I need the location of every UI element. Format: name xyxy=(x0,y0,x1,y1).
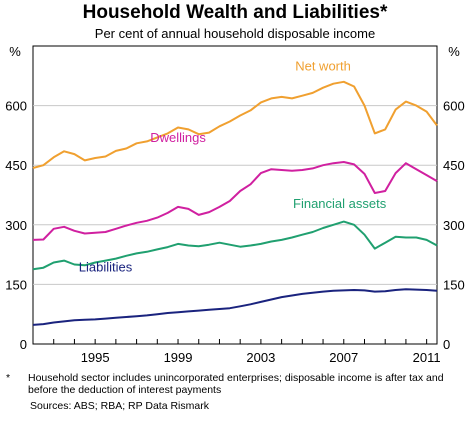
chart-subtitle: Per cent of annual household disposable … xyxy=(94,26,376,41)
grid-lines xyxy=(33,105,437,285)
footnote-text: Household sector includes unincorporated… xyxy=(28,372,444,396)
y-tick-label-right: 600 xyxy=(443,99,465,114)
x-tick-label: 1999 xyxy=(164,350,193,365)
x-tick-label: 2003 xyxy=(246,350,275,365)
y-unit-left: % xyxy=(9,44,21,59)
y-tick-label-right: 0 xyxy=(443,337,450,352)
chart-title: Household Wealth and Liabilities* xyxy=(82,2,388,23)
y-unit-right: % xyxy=(448,44,460,59)
series-label-net-worth: Net worth xyxy=(295,59,351,74)
y-tick-label-left: 450 xyxy=(5,158,27,173)
x-tick-label: 2011 xyxy=(413,350,441,365)
footnote-marker: * xyxy=(6,372,11,384)
series-label-financial-assets: Financial assets xyxy=(293,196,387,211)
series-label-liabilities: Liabilities xyxy=(79,260,133,275)
series-labels: Net worth Dwellings Financial assets Liabil… xyxy=(79,59,387,275)
y-tick-label-right: 450 xyxy=(443,158,465,173)
series-line-liabilities xyxy=(32,288,438,326)
x-tick-label: 2007 xyxy=(329,350,358,365)
series-line-financial-assets xyxy=(32,220,438,271)
y-tick-label-left: 150 xyxy=(5,277,27,292)
series-line-net-worth xyxy=(32,80,438,169)
series-line-dwellings xyxy=(32,161,438,241)
y-tick-label-left: 600 xyxy=(5,99,27,114)
plot-area-frame xyxy=(32,45,438,345)
y-tick-label-left: 0 xyxy=(20,337,27,352)
x-tick-label: 1995 xyxy=(81,350,110,365)
y-tick-label-left: 300 xyxy=(5,218,27,233)
axes: % % 0 0 150 150 300 300 450 450 600 600 1995 1999 20… xyxy=(5,44,464,365)
sources-note: Sources: ABS; RBA; RP Data Rismark xyxy=(30,400,209,412)
series-lines xyxy=(32,80,438,326)
series-label-dwellings: Dwellings xyxy=(150,130,206,145)
y-tick-label-right: 300 xyxy=(443,218,465,233)
y-tick-label-right: 150 xyxy=(443,277,465,292)
